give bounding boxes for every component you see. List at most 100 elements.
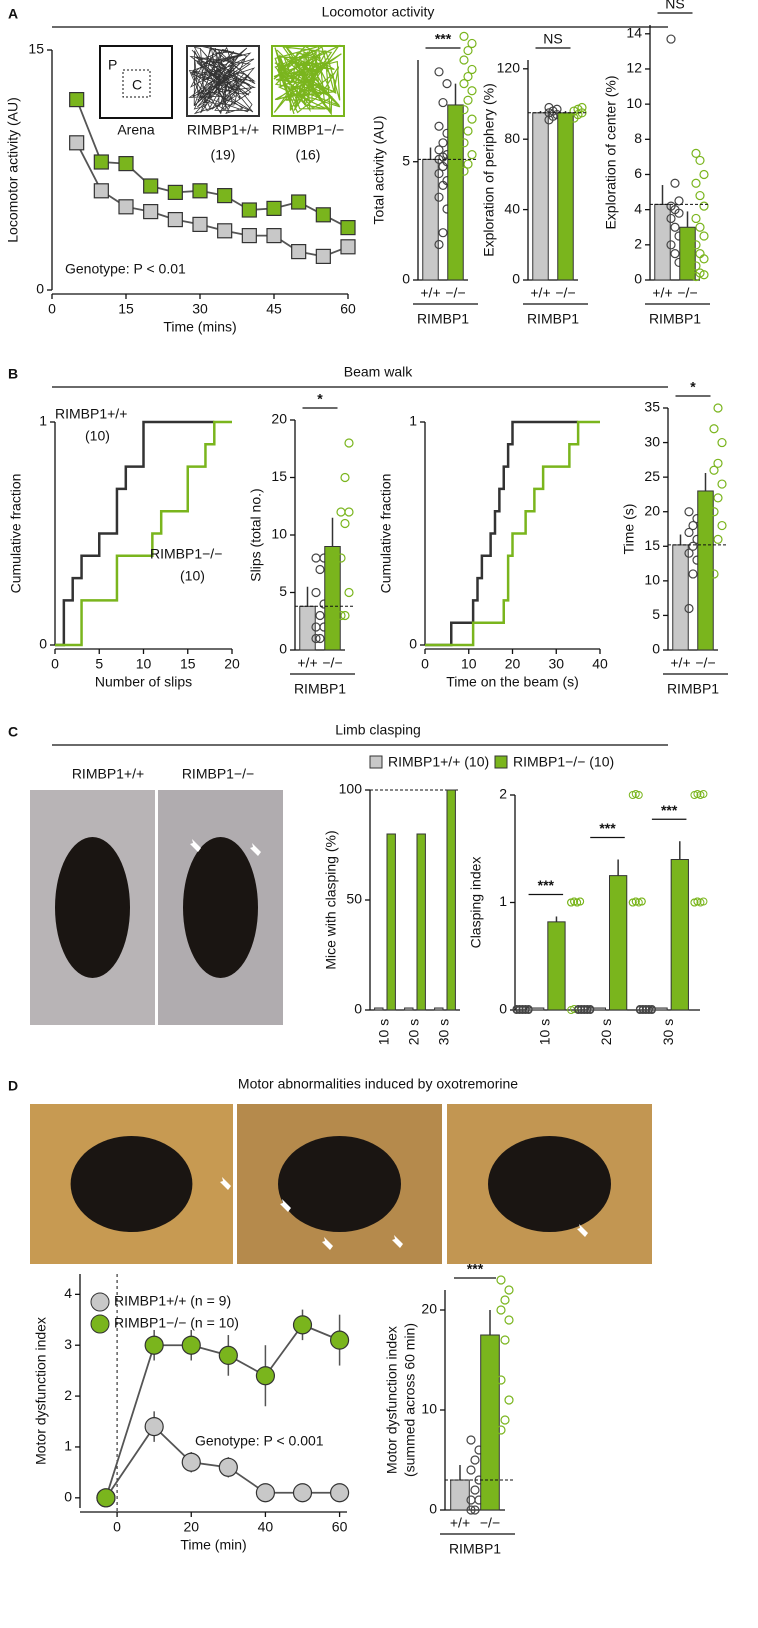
- legend-marker: [90, 1314, 110, 1334]
- y-axis-label: Cumulative fraction: [8, 474, 24, 594]
- bar: [324, 546, 341, 651]
- x-tick-label: 45: [266, 301, 282, 317]
- y-tick-label: 0: [354, 1001, 362, 1017]
- data-point: [315, 564, 325, 575]
- data-point: [691, 261, 701, 271]
- y-tick-label: 2: [634, 236, 642, 252]
- data-point: [691, 213, 701, 224]
- data-point: [459, 166, 469, 176]
- annotation: Genotype: P < 0.01: [65, 261, 186, 277]
- data-point: [434, 145, 444, 155]
- data-point: [684, 603, 694, 614]
- arena-box: [99, 45, 173, 119]
- marker: [217, 223, 233, 239]
- y-axis-label: Clasping index: [468, 857, 484, 949]
- y-tick-label: 0: [402, 271, 410, 287]
- category-label: 20 s: [406, 1019, 422, 1045]
- category-label: −/−: [695, 655, 715, 671]
- sig-label: ***: [467, 1261, 484, 1277]
- step-line: [55, 420, 232, 647]
- y-tick-label: 10: [271, 526, 287, 542]
- x-tick-label: 0: [113, 1519, 121, 1535]
- y-tick-label: 5: [652, 606, 660, 622]
- photo-label: RIMBP1−/−: [182, 766, 254, 782]
- marker: [181, 1452, 201, 1472]
- sig-label: ***: [538, 877, 555, 893]
- marker: [241, 228, 257, 244]
- data-point: [688, 541, 698, 551]
- marker: [266, 228, 282, 244]
- legend-marker: [494, 755, 508, 769]
- x-axis-label: Time on the beam (s): [446, 674, 579, 690]
- data-point: [691, 271, 701, 282]
- y-tick-label: 0: [512, 271, 520, 287]
- x-tick-label: 60: [332, 1519, 348, 1535]
- panel-title: Limb clasping: [335, 722, 421, 738]
- sig-label: *: [690, 379, 696, 395]
- data-point: [699, 201, 709, 211]
- marker: [118, 156, 134, 172]
- y-tick-label: 30: [644, 433, 660, 449]
- bar: [446, 789, 456, 1011]
- data-point: [504, 1315, 514, 1325]
- y-tick-label: 100: [339, 781, 363, 797]
- x-axis-label: Time (mins): [163, 319, 236, 335]
- data-point: [691, 178, 701, 188]
- x-tick-label: 40: [258, 1519, 274, 1535]
- x-tick-label: 10: [461, 656, 477, 672]
- y-axis-label: Cumulative fraction: [378, 474, 394, 594]
- track: [273, 44, 342, 116]
- annotation: Genotype: P < 0.001: [195, 1433, 324, 1449]
- category-label: −/−: [322, 655, 342, 671]
- marker: [167, 212, 183, 228]
- sig-label: ***: [599, 820, 616, 836]
- y-axis-label: Motor dysfunction index: [384, 1326, 400, 1474]
- data-point: [691, 240, 701, 250]
- x-tick-label: 60: [340, 301, 356, 317]
- bar: [416, 833, 426, 1011]
- category-label: −/−: [480, 1515, 500, 1531]
- marker: [69, 135, 85, 151]
- data-point: [315, 633, 325, 644]
- data-point: [463, 95, 473, 105]
- data-point: [666, 213, 676, 224]
- marker: [217, 188, 233, 204]
- y-axis-label: Exploration of periphery (%): [481, 83, 497, 257]
- panel-label: C: [8, 724, 18, 740]
- group-label: RIMBP1: [667, 681, 719, 697]
- data-point: [709, 424, 719, 434]
- sig-label: ***: [661, 802, 678, 818]
- data-point: [459, 138, 469, 148]
- data-point: [336, 507, 346, 517]
- y-tick-label: 15: [644, 537, 660, 553]
- x-tick-label: 20: [505, 656, 521, 672]
- bar: [609, 875, 628, 1011]
- data-point: [500, 1335, 510, 1345]
- track-box: [271, 45, 345, 117]
- y-tick-label: 14: [626, 24, 642, 40]
- bar: [299, 605, 316, 651]
- data-point: [463, 71, 473, 82]
- marker: [144, 1335, 164, 1355]
- data-point: [577, 102, 587, 113]
- data-point: [466, 1465, 476, 1475]
- category-label: +/+: [530, 285, 550, 301]
- y-tick-label: 10: [644, 572, 660, 588]
- x-tick-label: 0: [51, 656, 59, 672]
- y-tick-label: 1: [409, 413, 417, 429]
- panel-title: Locomotor activity: [322, 4, 435, 20]
- x-tick-label: 0: [48, 301, 56, 317]
- data-point: [709, 465, 719, 475]
- group-label: RIMBP1: [527, 311, 579, 327]
- panel-label: A: [8, 6, 18, 22]
- data-point: [470, 1455, 480, 1465]
- data-point: [470, 1485, 480, 1495]
- y-tick-label: 5: [402, 152, 410, 168]
- panel-title: Beam walk: [344, 364, 413, 380]
- arrow: [322, 1237, 333, 1250]
- bar: [532, 112, 549, 281]
- series-name: RIMBP1−/−: [150, 546, 222, 562]
- y-tick-label: 1: [64, 1438, 72, 1454]
- group-label: RIMBP1: [294, 681, 346, 697]
- data-point: [699, 254, 709, 264]
